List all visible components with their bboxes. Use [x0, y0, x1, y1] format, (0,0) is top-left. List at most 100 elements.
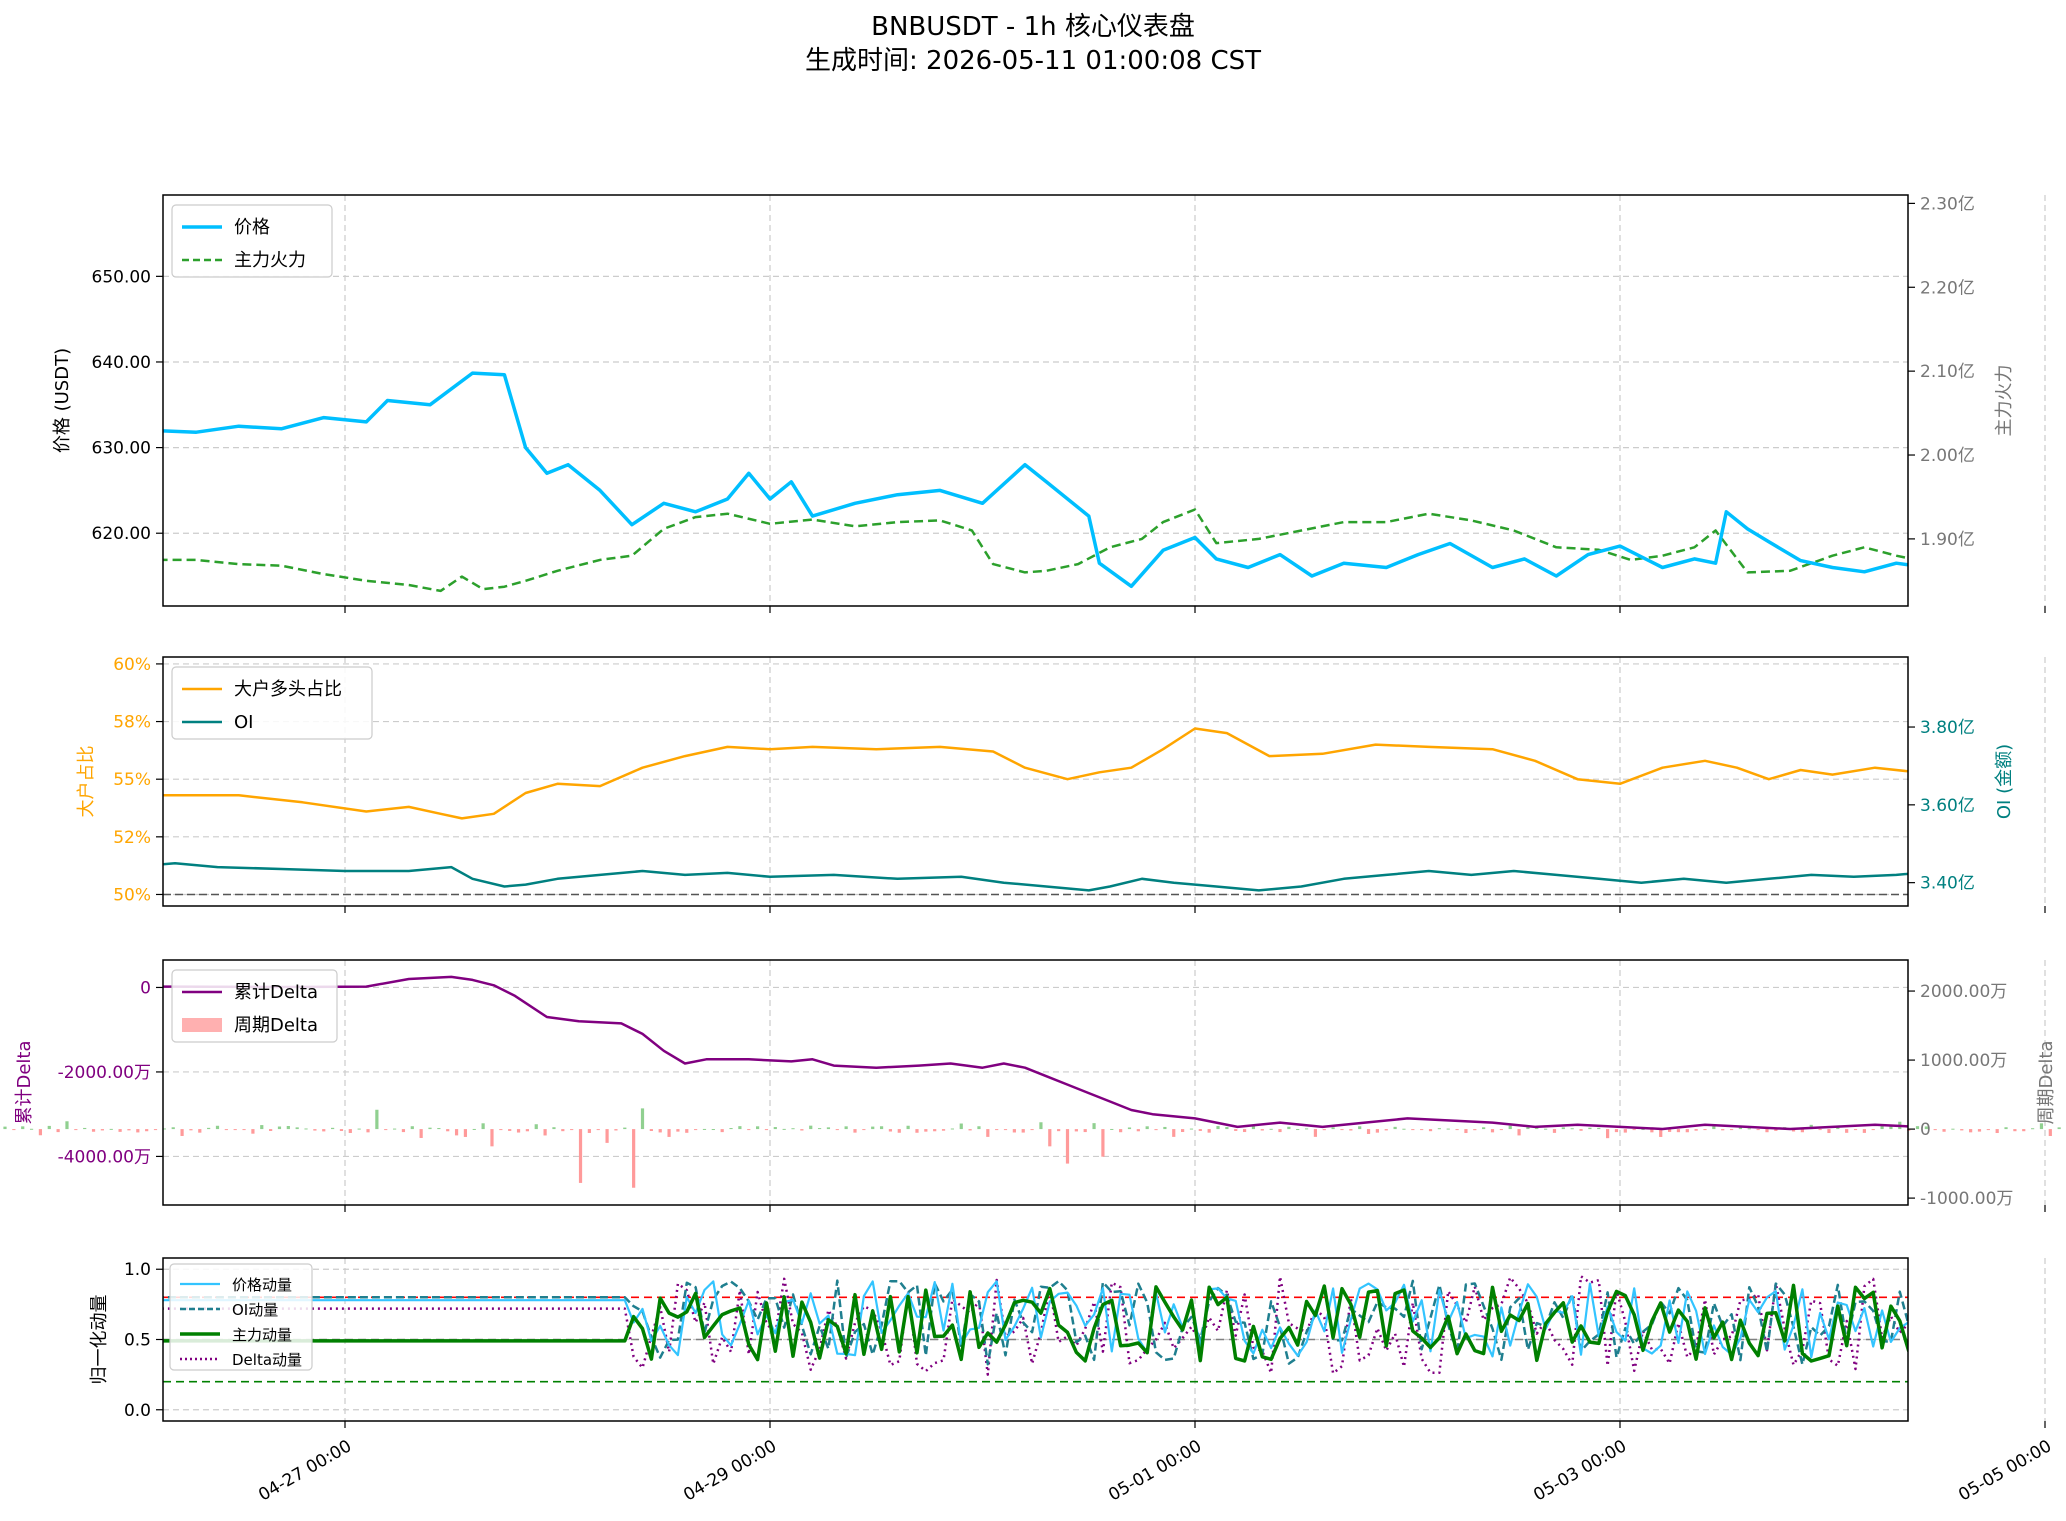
delta-bar [1464, 1129, 1468, 1134]
delta-bar [1092, 1123, 1096, 1130]
delta-bar [1384, 1129, 1388, 1131]
delta-bar [853, 1129, 857, 1133]
y-right-tick-label: 2000.00万 [1920, 982, 2007, 1002]
y-right-tick-label: 3.80亿 [1920, 718, 1975, 738]
delta-bar [800, 1129, 804, 1131]
delta-bar [933, 1129, 937, 1132]
delta-bar [224, 1129, 228, 1131]
delta-bar [809, 1125, 813, 1130]
oi-line [163, 861, 1908, 892]
delta-bar [1721, 1129, 1725, 1131]
delta-bar [826, 1127, 831, 1130]
delta-bar [1296, 1129, 1300, 1131]
delta-bar [322, 1129, 326, 1132]
delta-bar [401, 1129, 406, 1133]
delta-bar [29, 1128, 34, 1130]
delta-bar [1039, 1122, 1043, 1130]
delta-bar [1057, 1129, 1061, 1132]
delta-bar [339, 1129, 344, 1132]
delta-bar [1048, 1129, 1052, 1147]
delta-bar [21, 1126, 25, 1130]
delta-bar [1375, 1129, 1379, 1133]
grid-layer [163, 195, 2046, 1421]
left-axis-label: 价格 (USDT) [52, 348, 73, 453]
y-right-tick-label: -1000.00万 [1920, 1189, 2013, 1209]
delta-bar [446, 1129, 450, 1132]
price-momentum-line [163, 1280, 1908, 1359]
delta-bar [1242, 1129, 1247, 1133]
delta-bar [1597, 1127, 1601, 1130]
delta-bar [1420, 1129, 1424, 1131]
ratio-panel-frame [162, 656, 1909, 907]
delta-bar [1331, 1127, 1335, 1130]
delta-bar [782, 1128, 786, 1130]
delta-bar [906, 1125, 910, 1130]
delta-bar [1366, 1129, 1371, 1134]
delta-bar [1473, 1129, 1477, 1131]
delta-bar [1614, 1129, 1619, 1133]
delta-bar [1437, 1128, 1441, 1130]
delta-bar [596, 1129, 600, 1131]
delta-bar [242, 1129, 246, 1131]
delta-bar [136, 1129, 140, 1133]
long-ratio-line [163, 727, 1908, 820]
delta-bar [1304, 1128, 1309, 1130]
legend-swatch-period-delta [182, 1018, 222, 1032]
delta-bar [1402, 1128, 1406, 1130]
delta-bar [1942, 1129, 1946, 1132]
delta-bar [1800, 1129, 1804, 1133]
delta-bar [1588, 1127, 1592, 1130]
delta-bar [207, 1127, 211, 1130]
delta-bar [667, 1129, 671, 1137]
right-axis-label: 周期Delta [2036, 1040, 2057, 1124]
delta-bar [959, 1123, 963, 1130]
main-force-line [163, 508, 1908, 593]
delta-bar [2048, 1129, 2052, 1137]
delta-bar [295, 1127, 299, 1130]
delta-bar [1003, 1129, 1008, 1131]
delta-bar [410, 1126, 414, 1130]
delta-bar [614, 1129, 618, 1131]
delta-bar [198, 1129, 202, 1133]
delta-bar [924, 1129, 928, 1132]
price-line [163, 371, 1908, 589]
delta-bar [1685, 1129, 1689, 1133]
delta-bar [1924, 1126, 1928, 1130]
delta-bar [1862, 1129, 1866, 1133]
delta-bar [658, 1129, 662, 1133]
delta-bar [56, 1129, 60, 1133]
delta-bar [286, 1125, 290, 1130]
delta-bar [1340, 1129, 1344, 1131]
delta-bar [481, 1123, 485, 1130]
delta-bar [1110, 1128, 1114, 1130]
y-tick-label: 0.0 [124, 1401, 151, 1421]
main-momentum-line [163, 1283, 1908, 1363]
delta-bar [685, 1129, 689, 1133]
legend-label: Delta动量 [232, 1351, 302, 1369]
delta-bar [1127, 1127, 1132, 1130]
delta-bar [968, 1129, 972, 1131]
delta-bar [38, 1129, 43, 1136]
legend-label: OI动量 [232, 1301, 278, 1319]
y-tick-label: -2000.00万 [58, 1063, 151, 1083]
delta-bar [1189, 1128, 1194, 1130]
delta-bar [879, 1126, 884, 1130]
delta-bar [525, 1129, 529, 1132]
left-axis-label: 大户占比 [76, 746, 97, 818]
delta-bar [729, 1128, 733, 1130]
delta-bar [756, 1126, 760, 1130]
delta-bar [1083, 1129, 1087, 1133]
delta-bar [189, 1129, 193, 1131]
delta-bar [1207, 1129, 1211, 1133]
delta-bar [1606, 1129, 1610, 1139]
delta-bar [1313, 1129, 1318, 1137]
delta-bar [1995, 1129, 1999, 1134]
bars-layer [3, 1108, 2061, 1188]
delta-bar [1393, 1126, 1397, 1130]
delta-bar [1145, 1126, 1149, 1130]
delta-bar [153, 1129, 158, 1131]
delta-bar [1747, 1128, 1751, 1130]
delta-bar [1632, 1129, 1636, 1131]
delta-bar [375, 1109, 379, 1130]
